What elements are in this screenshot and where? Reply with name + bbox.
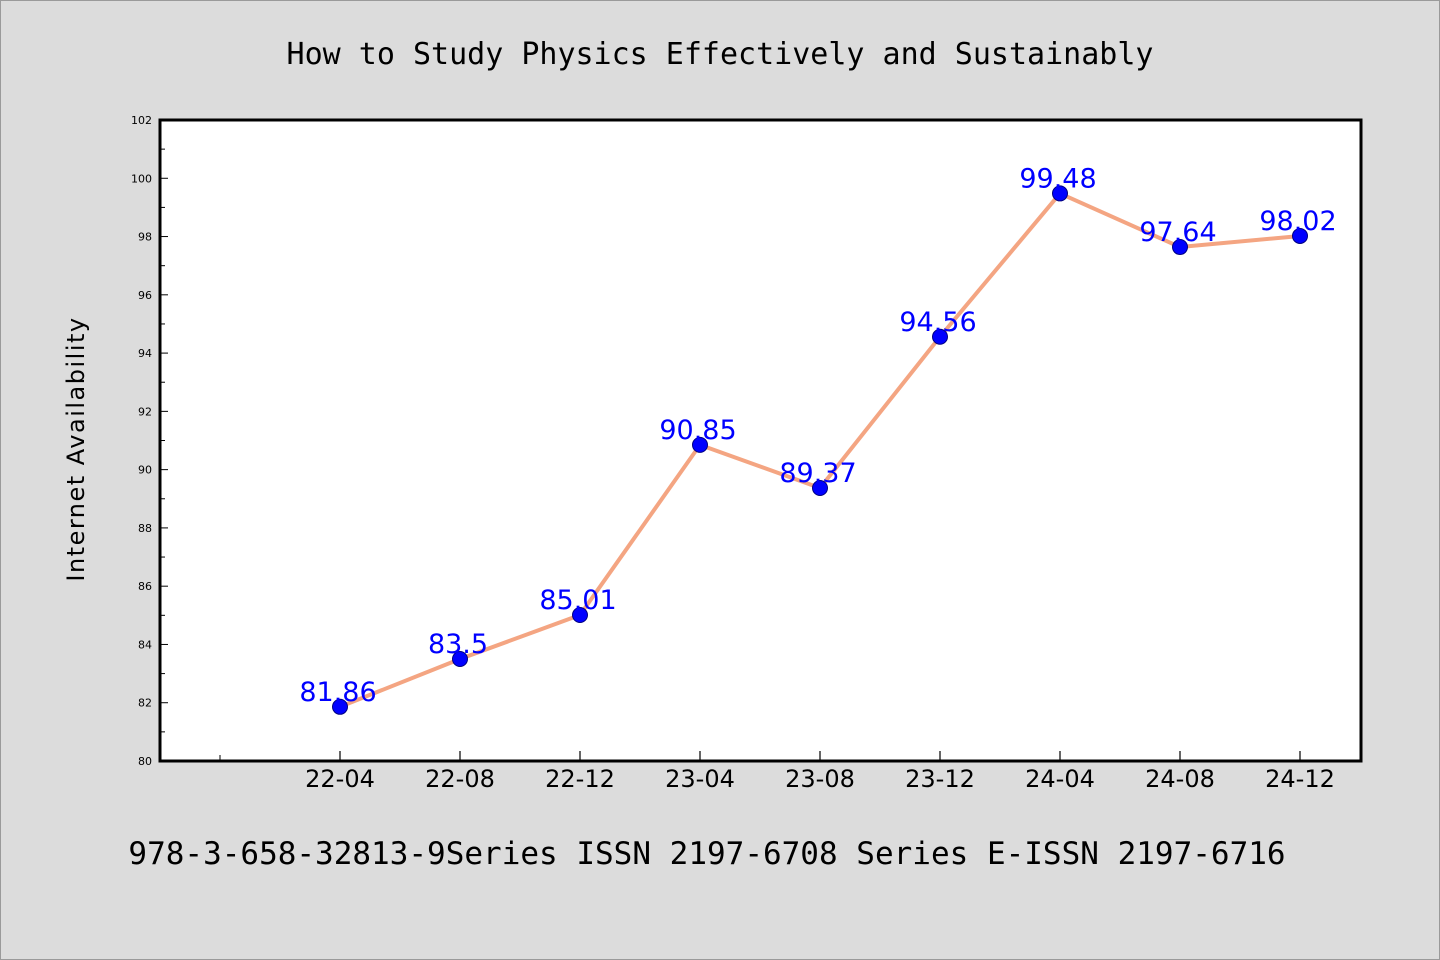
- data-point: [812, 479, 828, 496]
- x-tick-label: 23-08: [785, 765, 855, 793]
- y-tick-label: 82: [138, 697, 152, 710]
- data-point: [452, 651, 468, 668]
- x-tick-label: 22-08: [425, 765, 495, 793]
- y-axis: 80 82 84 86 88 90 92 94 96 98 100 102: [131, 114, 168, 768]
- data-labels-group: 81.86 83.5 85.01 90.85 89.37 94.56 99.48 97.64 9…: [299, 163, 1336, 707]
- y-tick-label: 92: [138, 405, 152, 418]
- data-label: 90.85: [659, 415, 736, 446]
- x-tick-label: 24-08: [1145, 765, 1215, 793]
- data-point: [692, 436, 708, 453]
- data-label: 83.5: [428, 629, 488, 660]
- series-group: [332, 185, 1308, 715]
- chart-title: How to Study Physics Effectively and Sus…: [287, 37, 1154, 72]
- data-label: 85.01: [539, 585, 616, 616]
- x-tick-label: 23-12: [905, 765, 975, 793]
- x-tick-label: 22-12: [545, 765, 615, 793]
- y-tick-label: 84: [138, 638, 152, 651]
- y-tick-label: 88: [138, 522, 152, 535]
- data-label: 89.37: [779, 458, 856, 489]
- data-label: 81.86: [299, 677, 376, 708]
- data-label: 98.02: [1259, 206, 1336, 237]
- y-tick-label: 94: [138, 347, 152, 360]
- footer-isbn-text: 978-3-658-32813-9Series ISSN 2197-6708 S…: [128, 836, 1285, 872]
- x-tick-label: 24-04: [1025, 765, 1095, 793]
- x-tick-label: 22-04: [305, 765, 375, 793]
- y-axis-label: Internet Availability: [62, 316, 90, 581]
- data-label: 97.64: [1139, 217, 1216, 248]
- x-axis: 22-04 22-08 22-12 23-04 23-08 23-12 24-04 24-08…: [219, 751, 1335, 793]
- data-point: [932, 328, 948, 345]
- y-tick-label: 90: [138, 464, 152, 477]
- y-tick-label: 86: [138, 580, 152, 593]
- y-tick-label: 102: [131, 114, 152, 127]
- y-tick-label: 80: [138, 755, 152, 768]
- data-point: [572, 607, 588, 624]
- data-point: [1172, 239, 1188, 256]
- data-point: [1052, 185, 1068, 202]
- x-tick-label: 23-04: [665, 765, 735, 793]
- x-tick-label: 24-12: [1265, 765, 1335, 793]
- y-tick-label: 100: [131, 172, 152, 185]
- data-point: [332, 698, 348, 715]
- y-tick-label: 98: [138, 231, 152, 244]
- y-tick-label: 96: [138, 289, 152, 302]
- data-point: [1292, 227, 1308, 244]
- data-label: 94.56: [899, 307, 976, 338]
- data-label: 99.48: [1019, 163, 1096, 194]
- plot-area: [158, 118, 1363, 763]
